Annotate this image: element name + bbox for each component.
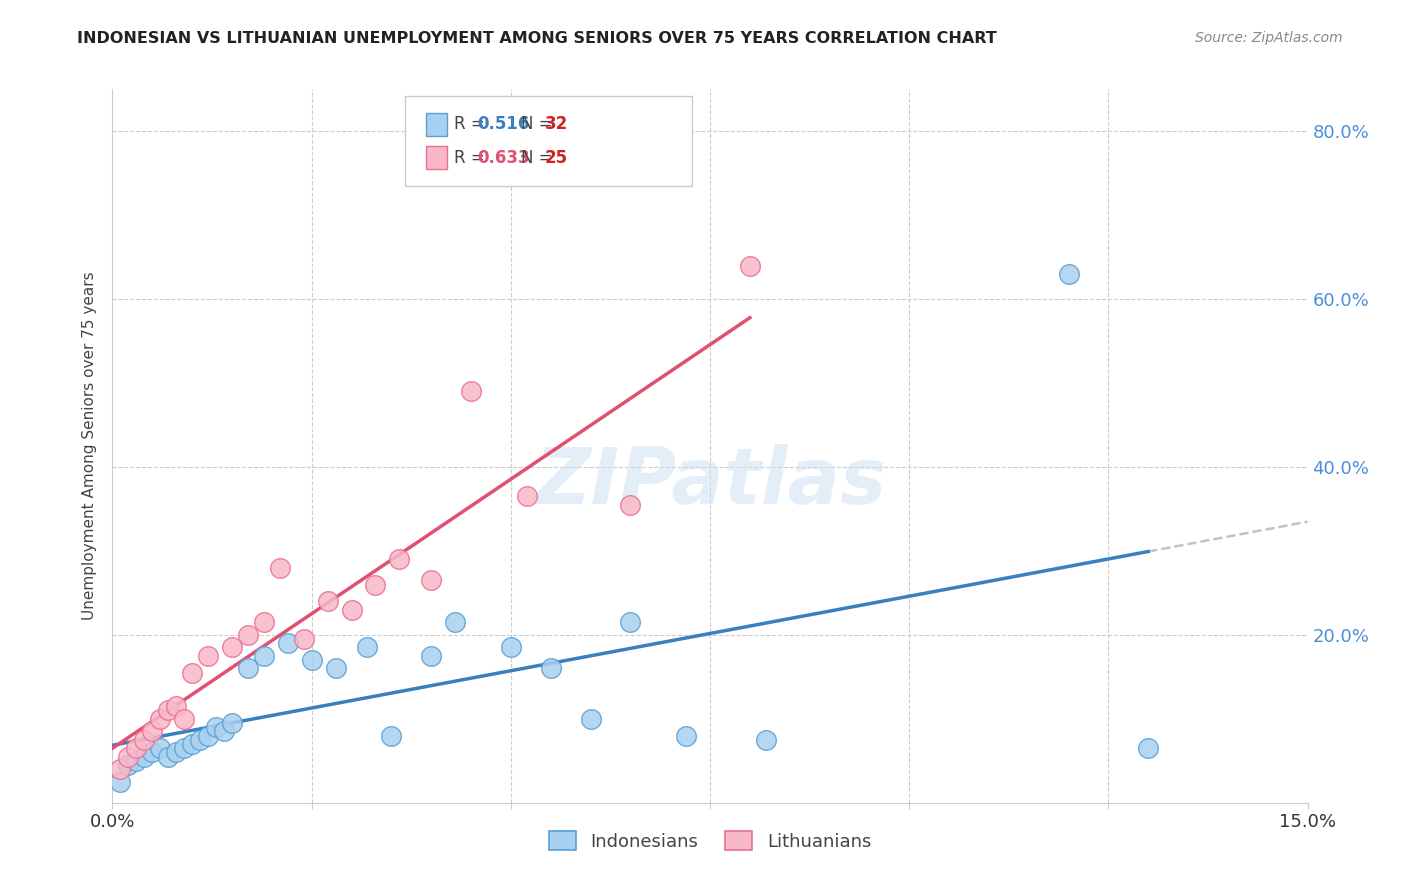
FancyBboxPatch shape (426, 146, 447, 169)
Point (1137, 741, 1160, 756)
Point (499, 640, 522, 655)
Point (165, 746, 187, 760)
Point (125, 741, 148, 756)
Point (253, 615, 276, 630)
Point (420, 574, 443, 588)
Point (134, 732, 156, 747)
Point (141, 724, 163, 739)
Point (117, 749, 139, 764)
Text: 25: 25 (546, 149, 568, 167)
Point (380, 729, 402, 743)
FancyBboxPatch shape (426, 112, 447, 136)
Point (1057, 267, 1080, 281)
Point (134, 749, 156, 764)
Point (236, 628, 259, 642)
Point (755, 732, 778, 747)
Point (197, 648, 219, 663)
Point (460, 384, 482, 399)
Point (110, 762, 132, 776)
Point (188, 732, 211, 747)
Point (253, 648, 276, 663)
Point (388, 552, 411, 566)
Text: R =: R = (454, 115, 491, 133)
Point (173, 712, 195, 726)
Point (675, 729, 697, 743)
Point (444, 615, 467, 630)
Point (117, 758, 139, 772)
Text: N =: N = (522, 115, 558, 133)
Point (221, 716, 243, 731)
Point (292, 632, 315, 646)
Point (269, 560, 291, 574)
FancyBboxPatch shape (405, 96, 692, 186)
Point (181, 737, 204, 751)
Point (619, 498, 641, 512)
Text: ZIPatlas: ZIPatlas (534, 443, 886, 520)
Point (516, 489, 538, 503)
Point (301, 653, 323, 667)
Y-axis label: Unemployment Among Seniors over 75 years: Unemployment Among Seniors over 75 years (82, 272, 97, 620)
Text: R =: R = (454, 149, 491, 167)
Point (356, 640, 378, 655)
Point (340, 603, 363, 617)
Text: 0.633: 0.633 (477, 149, 530, 167)
Point (420, 648, 443, 663)
Point (149, 712, 172, 726)
Point (205, 720, 228, 734)
Point (212, 724, 235, 739)
Point (141, 746, 163, 760)
Text: 32: 32 (546, 115, 568, 133)
Point (619, 615, 641, 630)
Point (157, 749, 180, 764)
Text: Source: ZipAtlas.com: Source: ZipAtlas.com (1195, 31, 1343, 45)
Point (149, 741, 172, 756)
Point (579, 712, 602, 726)
Point (316, 594, 339, 608)
Text: 0.516: 0.516 (477, 115, 530, 133)
Point (364, 577, 387, 591)
Legend: Indonesians, Lithuanians: Indonesians, Lithuanians (541, 824, 879, 858)
Point (125, 754, 148, 768)
Text: INDONESIAN VS LITHUANIAN UNEMPLOYMENT AMONG SENIORS OVER 75 YEARS CORRELATION CH: INDONESIAN VS LITHUANIAN UNEMPLOYMENT AM… (77, 31, 997, 46)
Point (197, 729, 219, 743)
Point (173, 741, 195, 756)
Point (165, 699, 187, 714)
Point (325, 661, 347, 675)
Point (110, 774, 132, 789)
Point (221, 640, 243, 655)
Point (277, 636, 299, 650)
Point (181, 665, 204, 680)
Point (540, 661, 562, 675)
Point (157, 703, 180, 717)
Point (236, 661, 259, 675)
Point (738, 259, 761, 273)
Text: N =: N = (522, 149, 558, 167)
